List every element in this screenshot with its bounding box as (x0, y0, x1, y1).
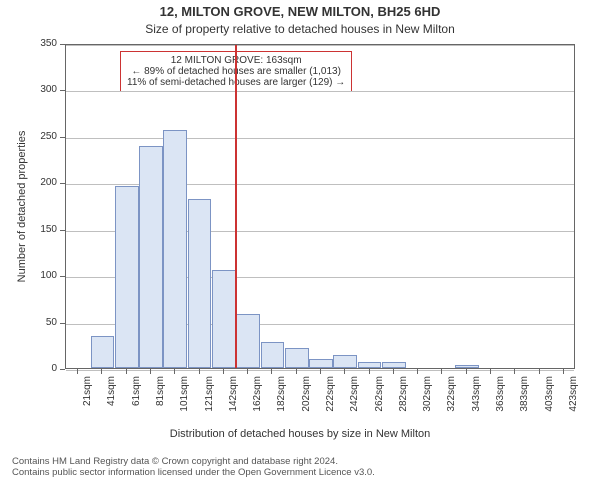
xtick-label: 121sqm (204, 376, 215, 456)
xtick-mark (150, 369, 151, 374)
ytick-mark (60, 230, 65, 231)
xtick-mark (417, 369, 418, 374)
chart-stage: 12, MILTON GROVE, NEW MILTON, BH25 6HD S… (0, 0, 600, 500)
xtick-mark (441, 369, 442, 374)
histogram-bar (163, 130, 187, 368)
ytick-mark (60, 44, 65, 45)
histogram-bar (309, 359, 333, 368)
gridline (66, 91, 574, 92)
gridline (66, 45, 574, 46)
xtick-mark (296, 369, 297, 374)
xtick-mark (344, 369, 345, 374)
xtick-label: 262sqm (374, 376, 385, 456)
gridline (66, 138, 574, 139)
xtick-mark (514, 369, 515, 374)
ytick-label: 50 (27, 317, 57, 328)
xtick-label: 21sqm (82, 376, 93, 456)
ytick-label: 250 (27, 131, 57, 142)
ytick-mark (60, 323, 65, 324)
xtick-mark (247, 369, 248, 374)
xtick-label: 242sqm (349, 376, 360, 456)
ytick-label: 300 (27, 84, 57, 95)
xtick-label: 41sqm (106, 376, 117, 456)
footer-line-2: Contains public sector information licen… (0, 467, 600, 478)
xtick-mark (563, 369, 564, 374)
ytick-mark (60, 137, 65, 138)
chart-subtitle: Size of property relative to detached ho… (0, 22, 600, 36)
xtick-label: 101sqm (179, 376, 190, 456)
footer: Contains HM Land Registry data © Crown c… (0, 456, 600, 478)
histogram-bar (236, 314, 260, 368)
ytick-mark (60, 369, 65, 370)
histogram-bar (455, 365, 479, 368)
xtick-label: 423sqm (568, 376, 579, 456)
xtick-mark (174, 369, 175, 374)
histogram-bar (212, 270, 236, 368)
xtick-mark (320, 369, 321, 374)
xtick-mark (466, 369, 467, 374)
histogram-bar (188, 199, 212, 368)
xtick-label: 343sqm (471, 376, 482, 456)
xtick-label: 403sqm (544, 376, 555, 456)
ytick-label: 150 (27, 224, 57, 235)
histogram-bar (285, 348, 309, 368)
histogram-bar (115, 186, 139, 368)
reference-line (235, 45, 237, 368)
ytick-label: 350 (27, 38, 57, 49)
xtick-mark (539, 369, 540, 374)
xtick-mark (77, 369, 78, 374)
ytick-mark (60, 276, 65, 277)
ytick-mark (60, 90, 65, 91)
xtick-mark (223, 369, 224, 374)
chart-title: 12, MILTON GROVE, NEW MILTON, BH25 6HD (0, 4, 600, 19)
xtick-mark (126, 369, 127, 374)
xtick-label: 142sqm (228, 376, 239, 456)
xtick-label: 81sqm (155, 376, 166, 456)
xtick-mark (393, 369, 394, 374)
xtick-label: 302sqm (422, 376, 433, 456)
ytick-label: 200 (27, 177, 57, 188)
xtick-mark (101, 369, 102, 374)
histogram-bar (333, 355, 357, 368)
xtick-label: 383sqm (519, 376, 530, 456)
ytick-mark (60, 183, 65, 184)
xtick-label: 182sqm (276, 376, 287, 456)
xtick-mark (199, 369, 200, 374)
histogram-bar (358, 362, 382, 368)
xtick-mark (490, 369, 491, 374)
xtick-label: 61sqm (131, 376, 142, 456)
histogram-bar (382, 362, 406, 368)
histogram-bar (261, 342, 285, 368)
plot-area: 12 MILTON GROVE: 163sqm ← 89% of detache… (65, 44, 575, 369)
xtick-label: 363sqm (495, 376, 506, 456)
histogram-bar (91, 336, 115, 368)
xtick-label: 202sqm (301, 376, 312, 456)
footer-line-1: Contains HM Land Registry data © Crown c… (0, 456, 600, 467)
histogram-bar (139, 146, 163, 368)
xtick-label: 162sqm (252, 376, 263, 456)
xtick-label: 222sqm (325, 376, 336, 456)
ytick-label: 100 (27, 270, 57, 281)
x-axis-label: Distribution of detached houses by size … (0, 428, 600, 440)
xtick-mark (369, 369, 370, 374)
xtick-label: 322sqm (446, 376, 457, 456)
xtick-mark (271, 369, 272, 374)
xtick-label: 282sqm (398, 376, 409, 456)
ytick-label: 0 (27, 363, 57, 374)
